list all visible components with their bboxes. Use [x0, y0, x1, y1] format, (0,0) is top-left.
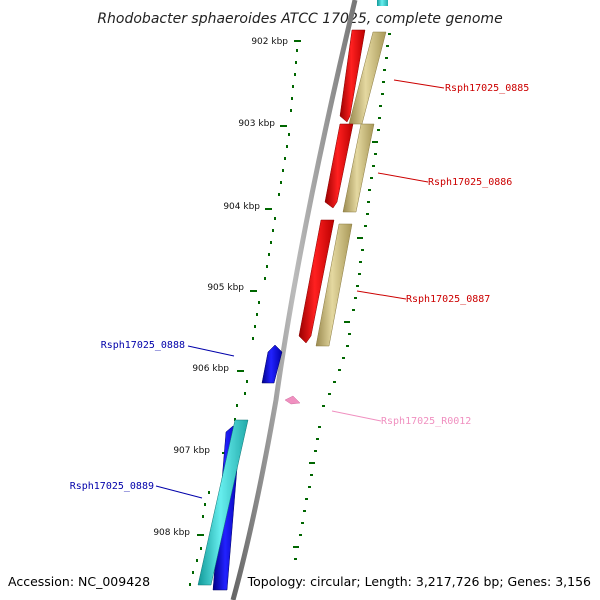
tick-label-907: 907 kbp [173, 446, 210, 456]
gene-label-R0012[interactable]: Rsph17025_R0012 [381, 416, 471, 427]
rna-marker-R0012[interactable] [284, 395, 301, 405]
gene-label-0886[interactable]: Rsph17025_0886 [428, 177, 512, 188]
gene-label-0888[interactable]: Rsph17025_0888 [101, 340, 185, 351]
inner-ticks [189, 40, 301, 586]
tick-label-908: 908 kbp [153, 528, 190, 538]
leader-lines [155, 79, 445, 499]
reverse-track [197, 344, 301, 591]
gene-label-0889[interactable]: Rsph17025_0889 [70, 481, 154, 492]
tick-label-903: 903 kbp [238, 119, 275, 129]
gene-arrow-0888[interactable] [261, 344, 283, 384]
forward-cog-track [315, 31, 387, 347]
forward-cds-track [298, 0, 388, 344]
map-title: Rhodobacter sphaeroides ATCC 17025, comp… [97, 11, 502, 27]
cog-bar-0886 [342, 123, 375, 213]
topology-text: Topology: circular; Length: 3,217,726 bp… [247, 574, 591, 589]
tick-label-904: 904 kbp [223, 202, 260, 212]
outer-ticks [322, 33, 391, 407]
gene-label-0887[interactable]: Rsph17025_0887 [406, 294, 490, 305]
outer-ticks-lower [293, 426, 321, 560]
gene-arrow-0887[interactable] [298, 219, 335, 344]
gene-arrow-0886[interactable] [324, 123, 354, 209]
genome-backbone [230, 0, 358, 600]
tick-label-905: 905 kbp [207, 283, 244, 293]
gene-label-0885[interactable]: Rsph17025_0885 [445, 83, 529, 94]
gene-arrow-0885[interactable] [339, 29, 366, 123]
cog-bar-0889 [197, 419, 249, 586]
tick-label-902: 902 kbp [251, 37, 288, 47]
gene-arrow-top-cyan [377, 0, 388, 6]
cog-bar-0887 [315, 223, 353, 347]
tick-label-906: 906 kbp [192, 364, 229, 374]
accession-text: Accession: NC_009428 [8, 574, 150, 589]
